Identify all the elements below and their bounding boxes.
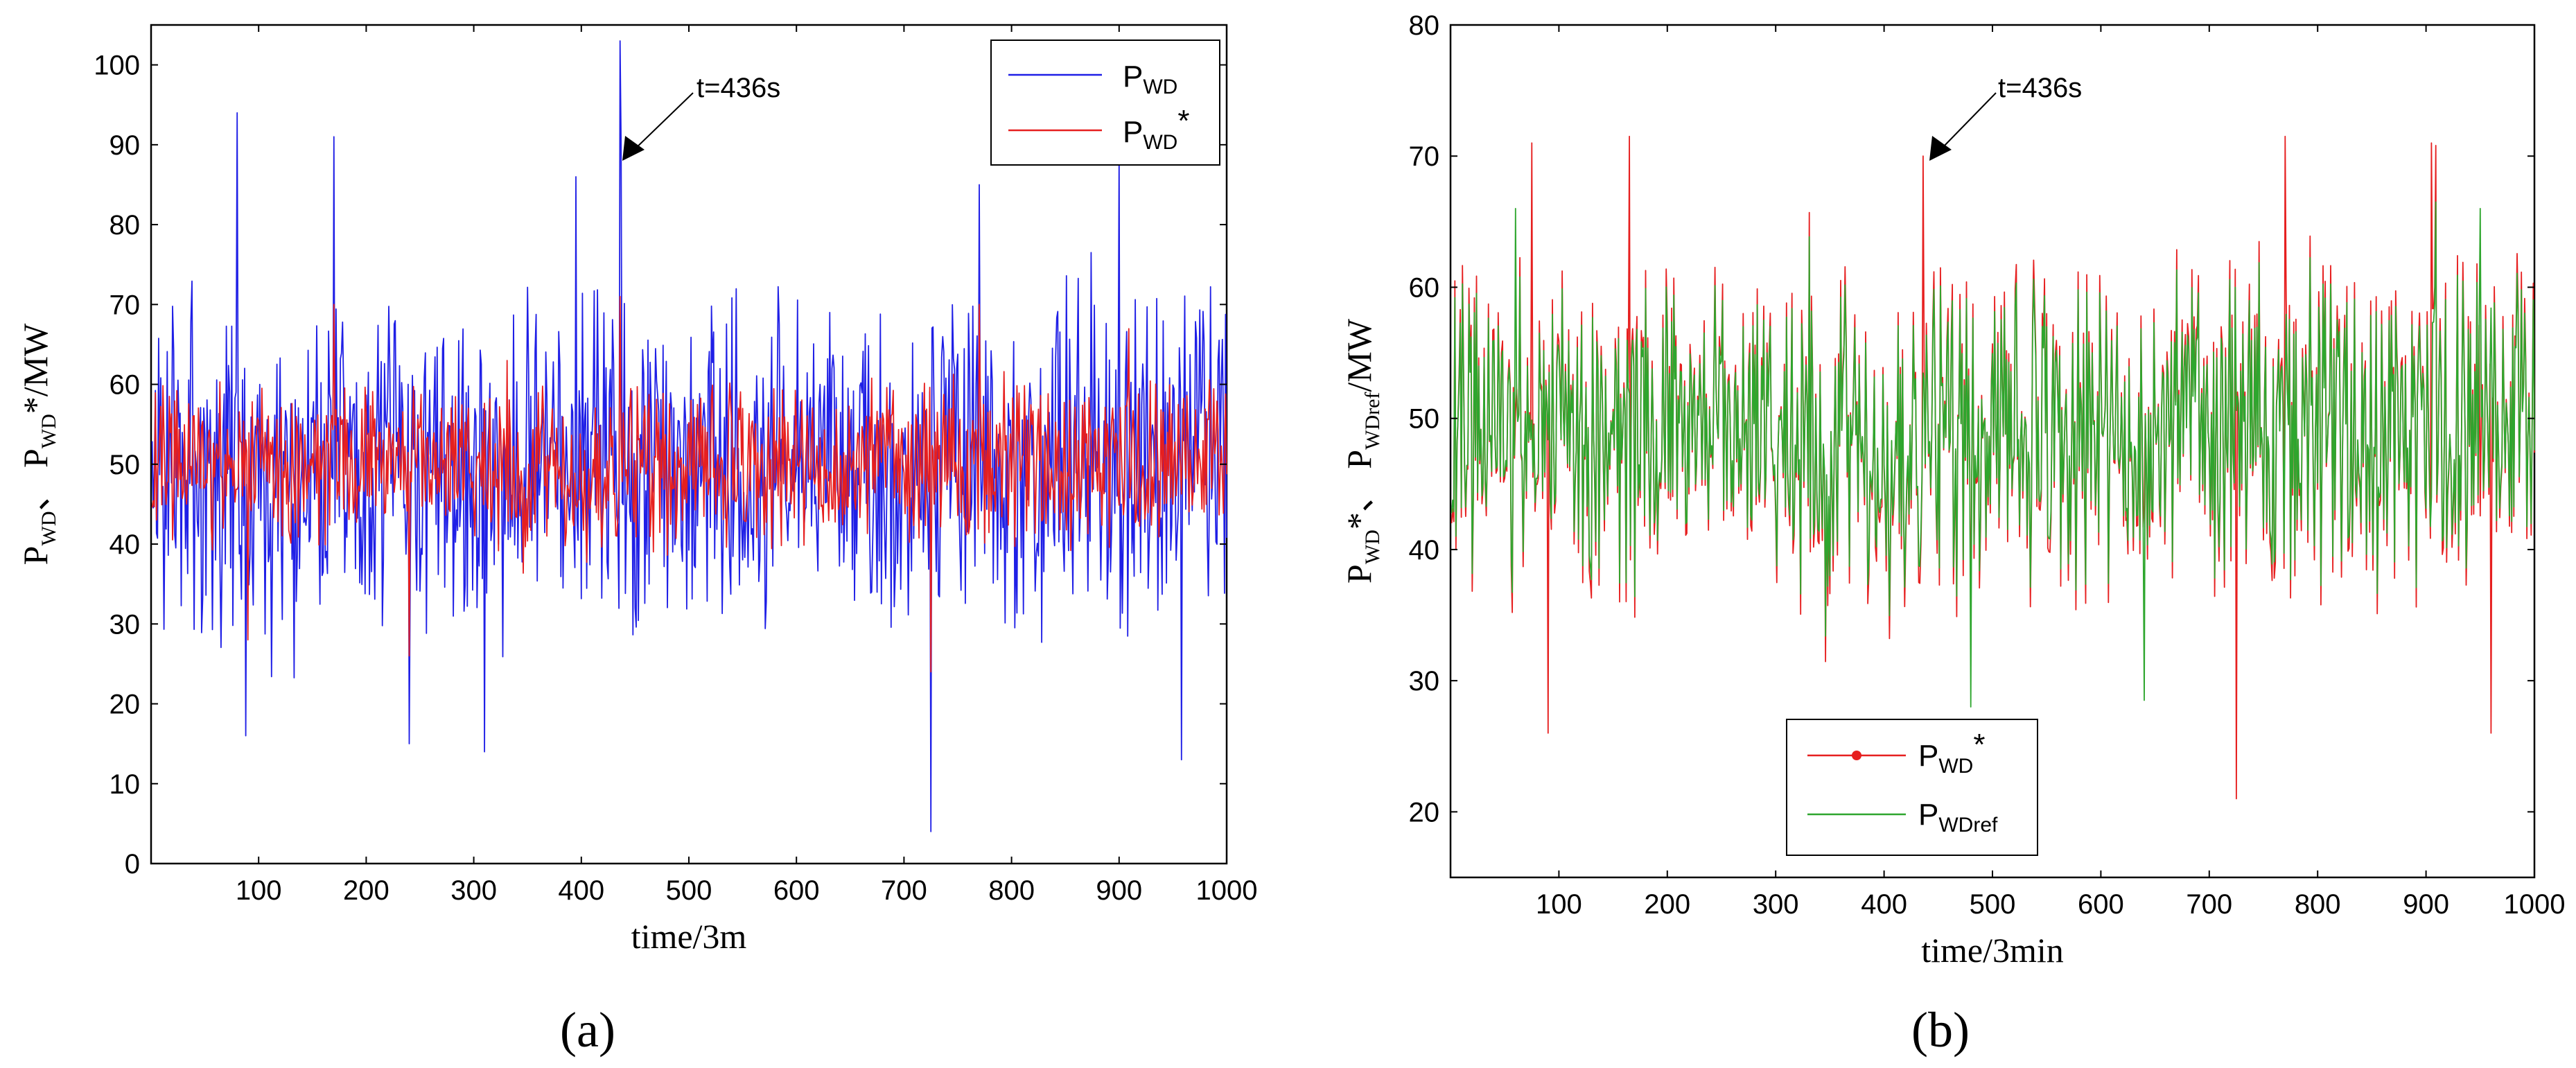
panel-a-x-tick-label-1000: 1000 — [1196, 875, 1258, 906]
panel-b-x-tick-label-200: 200 — [1644, 889, 1690, 920]
panel-a-ticks: 100 200 300 400 500 600 700 800 900 1000 0 10 20 30 40… — [94, 25, 1257, 906]
panel-b-annotation-arrowhead — [1929, 136, 1952, 161]
panel-a-x-tick-label-900: 900 — [1096, 875, 1142, 906]
panel-b-legend-label-pwd-star: PWD* — [1918, 728, 1985, 778]
panel-b-x-tick-label-900: 900 — [2403, 889, 2449, 920]
panel-a-x-tick-label-300: 300 — [450, 875, 497, 906]
panel-a-x-tick-label-100: 100 — [236, 875, 282, 906]
panel-b-y-tick-label-60: 60 — [1409, 272, 1440, 303]
panel-a-annotation-arrow-line — [632, 92, 694, 152]
panel-a-x-tick-label-800: 800 — [988, 875, 1035, 906]
panel-a-y-tick-label-70: 70 — [109, 290, 141, 320]
panel-b-y-tick-label-20: 20 — [1409, 797, 1440, 828]
panel-a-y-tick-label-30: 30 — [109, 609, 141, 640]
panel-a-annotation-arrowhead — [622, 136, 645, 161]
panel-b-ticks: 100 200 300 400 500 600 700 800 900 1000 20 30 40 50 6… — [1409, 10, 2566, 920]
panel-a-x-axis-label: time/3m — [631, 917, 747, 956]
panel-a-y-tick-label-90: 90 — [109, 130, 141, 161]
panel-b-x-tick-label-700: 700 — [2186, 889, 2232, 920]
panel-a-label: (a) — [560, 1002, 615, 1058]
panel-b-y-tick-label-40: 40 — [1409, 535, 1440, 566]
panel-b-legend: PWD* PWDref — [1786, 719, 2038, 856]
panel-b-y-tick-label-30: 30 — [1409, 666, 1440, 697]
panel-a-y-axis-label: PWD、 PWD*/MW — [16, 323, 60, 565]
panel-a-legend-box — [990, 40, 1220, 166]
panel-b-x-axis-label: time/3min — [1921, 931, 2064, 970]
panel-a-x-tick-label-700: 700 — [881, 875, 927, 906]
panel-b-y-tick-label-50: 50 — [1409, 404, 1440, 435]
panel-b-x-tick-label-1000: 1000 — [2504, 889, 2566, 920]
panel-a-y-tick-label-100: 100 — [94, 51, 140, 81]
panel-b-x-tick-label-500: 500 — [1970, 889, 2016, 920]
panel-a-legend: PWD PWD* — [990, 40, 1220, 166]
panel-a-legend-label-pwd-star: PWD* — [1123, 104, 1189, 154]
panel-b-x-tick-label-400: 400 — [1861, 889, 1907, 920]
panel-a-y-tick-label-20: 20 — [109, 690, 141, 720]
panel-b-legend-label-pwdref: PWDref — [1918, 798, 1998, 837]
panel-b-y-axis-label: PWD*、 PWDref/MW — [1340, 318, 1384, 584]
panel-a-x-tick-label-500: 500 — [666, 875, 712, 906]
panel-a-legend-label-pwd: PWD — [1123, 60, 1177, 98]
panel-a-x-tick-label-400: 400 — [558, 875, 604, 906]
panel-b: 100 200 300 400 500 600 700 800 900 1000 20 30 40 50 6… — [1340, 10, 2565, 1058]
panel-b-annotation-text: t=436s — [1998, 73, 2082, 103]
panel-a-x-tick-label-200: 200 — [343, 875, 389, 906]
panel-a-y-tick-label-0: 0 — [125, 849, 140, 879]
panel-a-series — [151, 40, 1227, 832]
panel-a-y-tick-label-50: 50 — [109, 450, 141, 480]
panel-a-series-p-wd- — [151, 295, 1227, 673]
panel-a-x-tick-label-600: 600 — [773, 875, 820, 906]
panel-b-y-tick-label-80: 80 — [1409, 10, 1440, 41]
panel-a-y-tick-label-40: 40 — [109, 529, 141, 560]
panel-b-legend-marker-pwd-star — [1852, 751, 1861, 760]
panel-b-x-tick-label-800: 800 — [2295, 889, 2341, 920]
panel-b-series-p-wdref — [1451, 201, 2535, 708]
panel-b-label: (b) — [1911, 1002, 1970, 1058]
panel-b-annotation-arrow-line — [1940, 92, 1997, 150]
panel-b-series — [1451, 135, 2535, 800]
panel-b-x-tick-label-600: 600 — [2078, 889, 2124, 920]
panel-a: 100 200 300 400 500 600 700 800 900 1000 0 10 20 30 40… — [16, 24, 1257, 1058]
panel-a-y-tick-label-10: 10 — [109, 769, 141, 800]
panel-a-annotation-text: t=436s — [696, 73, 780, 103]
panel-b-y-tick-label-70: 70 — [1409, 141, 1440, 172]
panel-b-x-tick-label-300: 300 — [1753, 889, 1799, 920]
panel-a-y-tick-label-60: 60 — [109, 370, 141, 401]
panel-b-x-tick-label-100: 100 — [1536, 889, 1582, 920]
panel-b-legend-box — [1786, 719, 2038, 856]
panel-a-y-tick-label-80: 80 — [109, 210, 141, 240]
panel-a-series-p-wd — [151, 40, 1227, 832]
